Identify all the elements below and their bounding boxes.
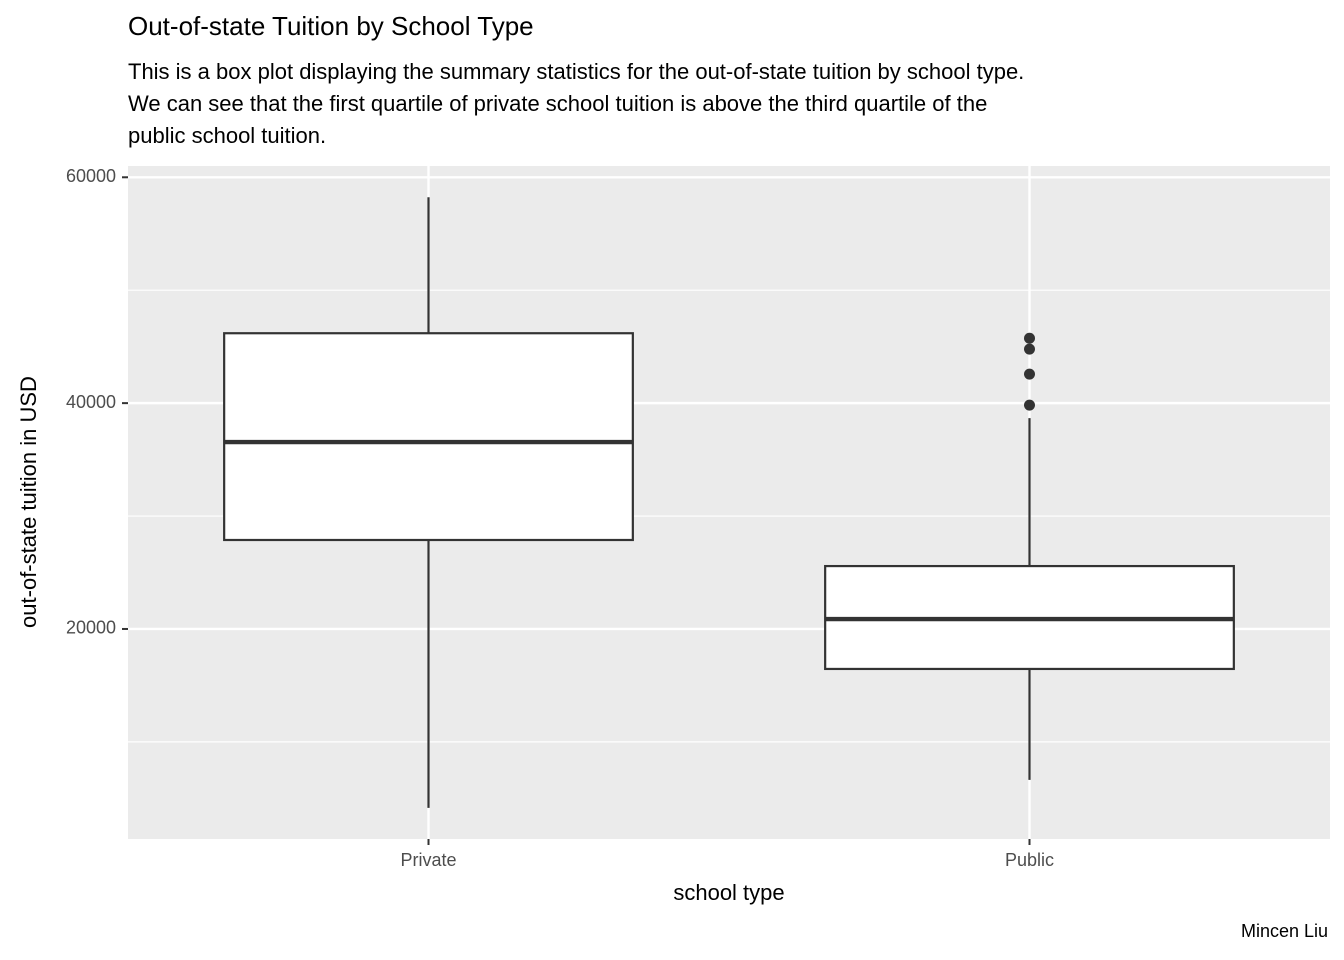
caption: Mincen Liu <box>1241 921 1328 941</box>
outlier <box>1024 332 1035 344</box>
chart-subtitle: We can see that the first quartile of pr… <box>128 91 987 116</box>
y-axis-title: out-of-state tuition in USD <box>16 376 41 628</box>
x-tick-label: Private <box>400 850 456 870</box>
x-axis-title: school type <box>673 880 784 905</box>
x-tick-label: Public <box>1005 850 1054 870</box>
outlier <box>1024 399 1035 411</box>
y-tick-label: 20000 <box>66 618 116 638</box>
chart-title: Out-of-state Tuition by School Type <box>128 11 534 41</box>
outlier <box>1024 343 1035 355</box>
outlier <box>1024 368 1035 380</box>
box <box>223 332 634 542</box>
chart-subtitle: This is a box plot displaying the summar… <box>128 59 1024 84</box>
y-tick-label: 60000 <box>66 166 116 186</box>
y-tick-label: 40000 <box>66 392 116 412</box>
chart-subtitle: public school tuition. <box>128 123 326 148</box>
